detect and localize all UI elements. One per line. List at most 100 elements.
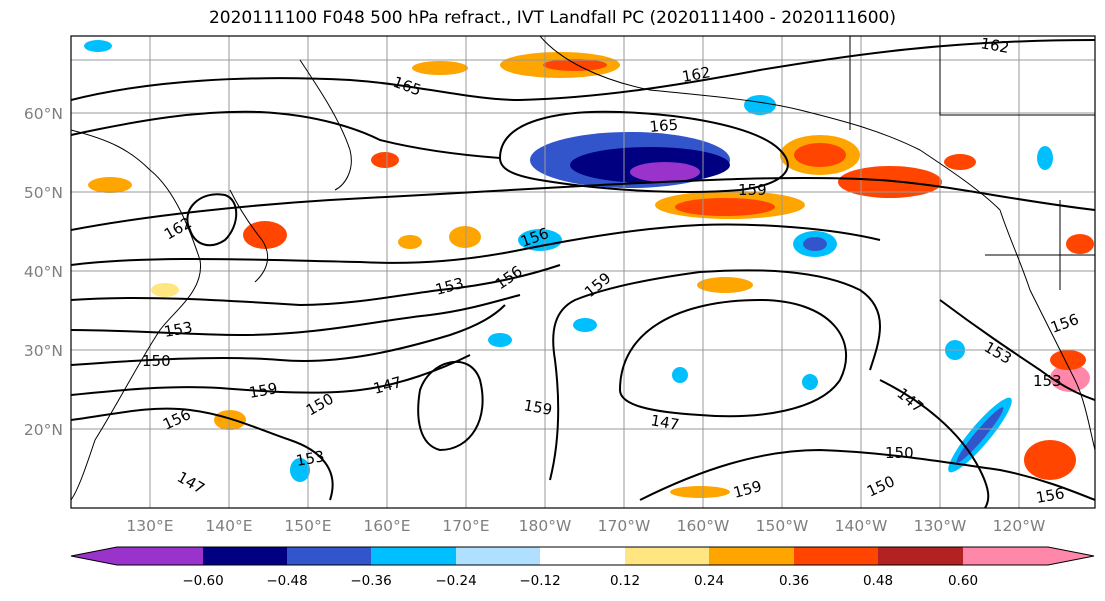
shade-patch (412, 61, 468, 75)
shade-patch (675, 198, 775, 216)
contour-line (417, 361, 484, 452)
contour-label: 159 (738, 181, 767, 199)
colorbar-segment (709, 547, 794, 565)
shade-patch (672, 367, 688, 383)
map-title: 2020111100 F048 500 hPa refract., IVT La… (208, 8, 896, 28)
shade-patch (243, 221, 287, 249)
colorbar-tick-label: 0.48 (863, 573, 893, 589)
contour-label: 150 (885, 444, 914, 462)
shade-patch (1024, 440, 1076, 480)
shading-layer (84, 40, 1094, 498)
contour-label: 159 (248, 379, 279, 402)
contour-label: 162 (681, 63, 712, 86)
colorbar-segment (540, 547, 625, 565)
shade-patch (1066, 234, 1094, 254)
contour-label: 147 (649, 411, 680, 434)
lon-label: 180°W (519, 517, 572, 535)
lon-label: 130°W (914, 517, 967, 535)
contour-line (71, 354, 471, 396)
shade-patch (670, 486, 730, 498)
contour-label: 153 (163, 318, 194, 341)
lat-label: 30°N (24, 342, 63, 360)
map-frame (70, 35, 1096, 509)
contour-label: 156 (1035, 484, 1066, 507)
contour-line (71, 176, 1095, 231)
contour-line (639, 448, 1095, 501)
contour-line (186, 193, 238, 247)
shade-patch (794, 143, 846, 167)
shade-patch (1050, 364, 1090, 392)
colorbar-tick-label: 0.12 (610, 573, 640, 589)
lon-label: 150°E (284, 517, 331, 535)
lon-label: 120°W (993, 517, 1046, 535)
colorbar: −0.60 −0.48 −0.36 −0.24 −0.12 0.12 0.24 … (70, 546, 1095, 589)
contour-line (71, 264, 561, 307)
colorbar-tick-label: 0.36 (779, 573, 809, 589)
lon-label: 140°W (835, 517, 888, 535)
colorbar-segment (963, 547, 1094, 565)
shade-patch (1050, 350, 1086, 370)
shade-patch (630, 162, 700, 182)
shade-patch (518, 229, 562, 251)
lon-label: 160°W (677, 517, 730, 535)
longitude-labels: 130°E 140°E 150°E 160°E 170°E 180°W 170°… (126, 517, 1045, 535)
colorbar-segment (456, 547, 540, 565)
shade-patch (802, 374, 818, 390)
contour-label: 165 (649, 116, 679, 136)
contour-line (71, 110, 501, 159)
shade-patch (744, 95, 776, 115)
coastline-alaska (539, 36, 1001, 211)
shade-patch (803, 237, 827, 251)
colorbar-tick-label: 0.24 (694, 573, 724, 589)
shade-patch (84, 40, 112, 52)
shade-patch (290, 458, 310, 482)
lat-label: 60°N (24, 105, 63, 123)
colorbar-outline (70, 546, 1095, 566)
contour-label: 153 (295, 447, 326, 470)
lat-label: 50°N (24, 184, 63, 202)
contour-label: 159 (522, 396, 553, 419)
contour-line (71, 304, 506, 366)
shade-patch (838, 166, 942, 198)
lat-label: 20°N (24, 421, 63, 439)
colorbar-tick-label: −0.36 (350, 573, 391, 589)
coastline-north-america (999, 209, 1095, 451)
colorbar-segment (287, 547, 371, 565)
contour-label: 162 (979, 34, 1010, 57)
colorbar-segment (625, 547, 709, 565)
shade-patch (88, 177, 132, 193)
contour-line (549, 269, 881, 481)
shade-patch (697, 277, 753, 293)
contour-label: 150 (142, 352, 171, 370)
colorbar-tick-label: −0.60 (182, 573, 223, 589)
shade-patch (398, 235, 422, 249)
border-line (939, 36, 1095, 116)
lon-label: 140°E (205, 517, 252, 535)
coastline-kamchatka (299, 59, 352, 191)
shade-patch (1037, 146, 1053, 170)
colorbar-segment (794, 547, 878, 565)
contour-label: 153 (1033, 372, 1062, 390)
contour-line (71, 407, 334, 501)
shade-patch (371, 152, 399, 168)
colorbar-segment (71, 547, 203, 565)
lon-label: 150°W (756, 517, 809, 535)
lat-label: 40°N (24, 263, 63, 281)
contour-line (498, 110, 789, 193)
contour-line (71, 294, 521, 337)
lon-label: 130°E (126, 517, 173, 535)
lon-label: 170°W (598, 517, 651, 535)
shade-patch (214, 410, 246, 430)
graticule (71, 36, 1095, 508)
shade-patch (573, 318, 597, 332)
contour-line (71, 39, 1095, 102)
lon-label: 160°E (363, 517, 410, 535)
colorbar-segment (371, 547, 456, 565)
colorbar-segment (203, 547, 287, 565)
shade-patch (543, 59, 607, 71)
colorbar-tick-label: −0.12 (519, 573, 560, 589)
contour-line (939, 299, 1095, 401)
shade-patch (488, 333, 512, 347)
shade-patch (944, 154, 976, 170)
